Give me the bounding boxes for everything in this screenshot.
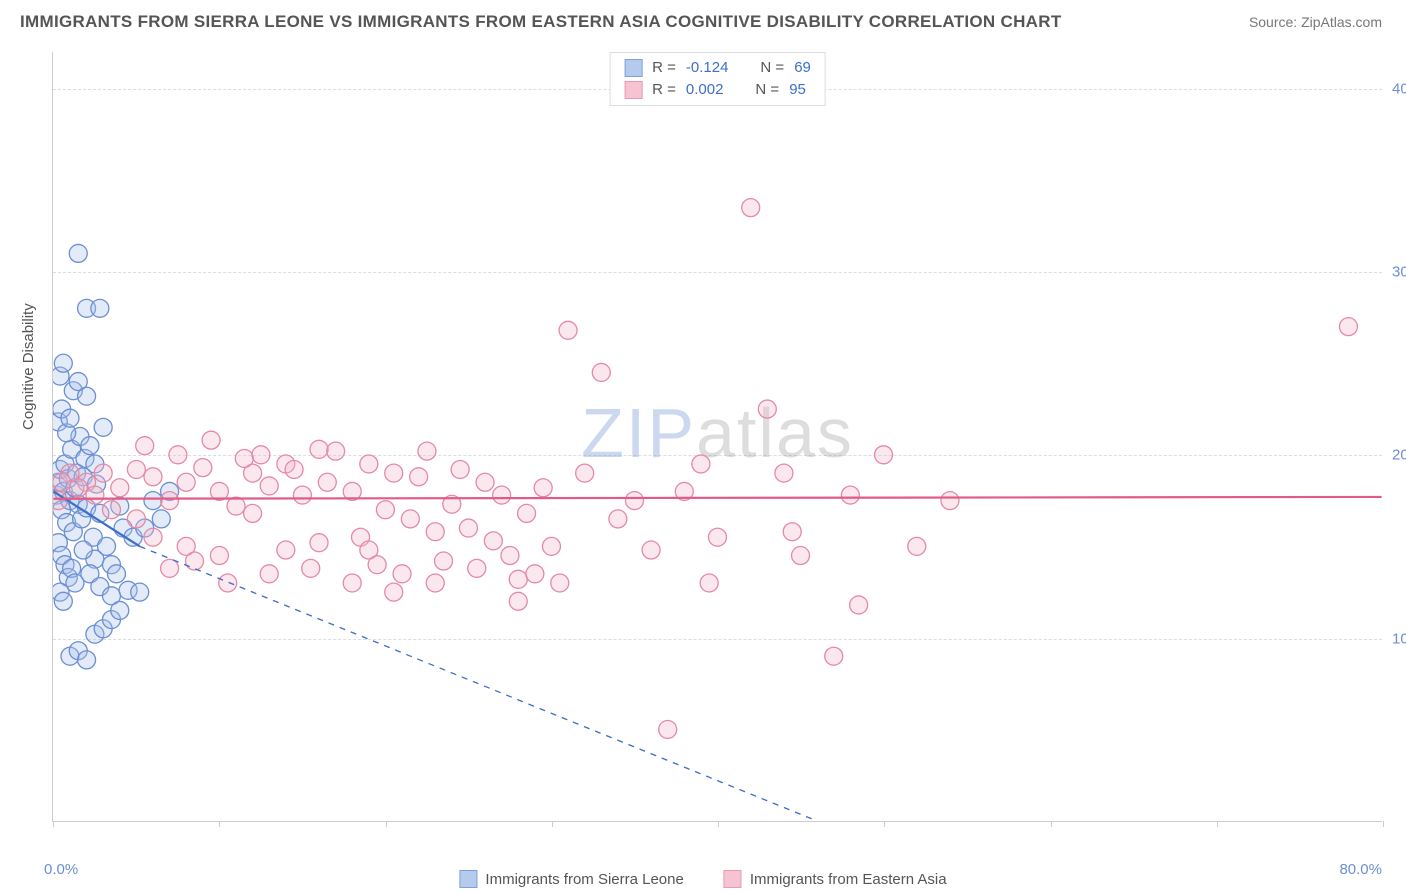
swatch-sierra (624, 59, 642, 77)
source-label: Source: (1249, 14, 1297, 30)
correlation-legend: R = -0.124 N = 69 R = 0.002 N = 95 (609, 52, 826, 106)
x-tick (1383, 821, 1384, 827)
x-tick (718, 821, 719, 827)
x-tick (552, 821, 553, 827)
series-label-sierra: Immigrants from Sierra Leone (485, 871, 683, 888)
swatch-asia (624, 81, 642, 99)
y-axis-label: Cognitive Disability (20, 303, 37, 430)
y-tick-label: 10.0% (1392, 630, 1406, 647)
source-link[interactable]: ZipAtlas.com (1301, 14, 1382, 30)
plot-area: ZIPatlas R = -0.124 N = 69 R = 0.002 N =… (52, 52, 1382, 822)
y-tick-label: 20.0% (1392, 447, 1406, 464)
r-label: R = (652, 79, 676, 101)
r-value-sierra: -0.124 (686, 57, 729, 79)
swatch-asia-bottom (724, 870, 742, 888)
x-tick (1217, 821, 1218, 827)
swatch-sierra-bottom (459, 870, 477, 888)
n-label: N = (755, 79, 779, 101)
n-value-asia: 95 (789, 79, 806, 101)
n-value-sierra: 69 (794, 57, 811, 79)
legend-row-asia: R = 0.002 N = 95 (624, 79, 811, 101)
r-label: R = (652, 57, 676, 79)
x-tick (884, 821, 885, 827)
chart-title: IMMIGRANTS FROM SIERRA LEONE VS IMMIGRAN… (20, 12, 1062, 32)
y-tick-label: 30.0% (1392, 264, 1406, 281)
legend-row-sierra: R = -0.124 N = 69 (624, 57, 811, 79)
x-tick (53, 821, 54, 827)
n-label: N = (760, 57, 784, 79)
trend-lines-layer (53, 52, 1382, 821)
r-value-asia: 0.002 (686, 79, 724, 101)
x-tick (219, 821, 220, 827)
x-tick (386, 821, 387, 827)
legend-item-asia: Immigrants from Eastern Asia (724, 870, 947, 888)
source-attribution: Source: ZipAtlas.com (1249, 14, 1382, 30)
legend-item-sierra: Immigrants from Sierra Leone (459, 870, 683, 888)
x-tick (1051, 821, 1052, 827)
y-tick-label: 40.0% (1392, 80, 1406, 97)
trend-line-dashed-sierra_leone (140, 546, 817, 821)
series-label-asia: Immigrants from Eastern Asia (750, 871, 947, 888)
x-tick-label-max: 80.0% (1339, 861, 1382, 878)
series-legend: Immigrants from Sierra Leone Immigrants … (459, 870, 946, 888)
trend-line-eastern_asia (53, 497, 1381, 499)
x-tick-label-min: 0.0% (44, 861, 78, 878)
